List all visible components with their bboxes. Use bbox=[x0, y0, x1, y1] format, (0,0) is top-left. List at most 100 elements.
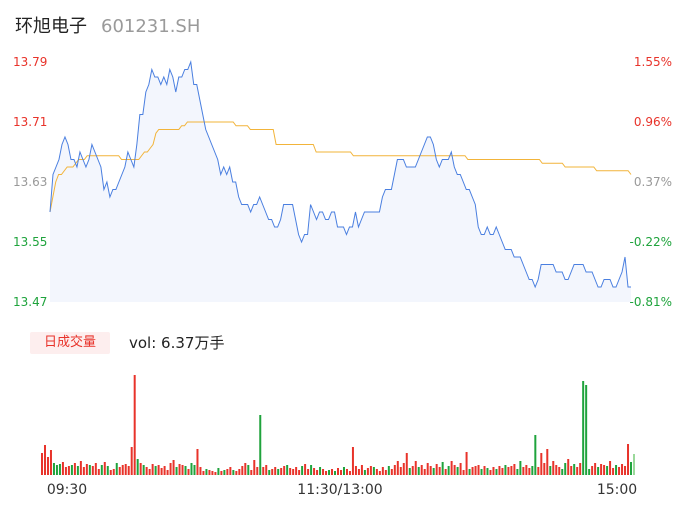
volume-bar bbox=[621, 464, 624, 475]
y-left-tick-label: 13.47 bbox=[13, 295, 47, 309]
volume-bar bbox=[588, 469, 591, 475]
price-line bbox=[49, 60, 631, 289]
volume-bar bbox=[82, 467, 85, 475]
volume-bar bbox=[160, 468, 163, 475]
volume-bar bbox=[570, 466, 573, 475]
volume-bar bbox=[633, 454, 635, 475]
price-area-fill bbox=[50, 62, 631, 302]
volume-bar bbox=[435, 464, 438, 475]
volume-bar bbox=[600, 464, 603, 475]
volume-bar bbox=[295, 467, 298, 475]
volume-bar bbox=[283, 466, 286, 475]
volume-bar bbox=[567, 459, 570, 475]
volume-bar bbox=[289, 468, 292, 475]
volume-bar bbox=[106, 466, 109, 475]
volume-bar bbox=[262, 467, 265, 475]
volume-bar bbox=[118, 467, 121, 475]
y-axis-right: 1.55% 0.96% 0.37% -0.22% -0.81% bbox=[630, 55, 672, 309]
volume-bar bbox=[558, 467, 561, 475]
volume-bar bbox=[483, 466, 486, 475]
volume-bar bbox=[58, 464, 61, 475]
volume-bar bbox=[94, 463, 97, 475]
volume-bar bbox=[387, 466, 390, 475]
volume-bar bbox=[235, 471, 238, 475]
volume-bar bbox=[378, 471, 381, 475]
volume-bar bbox=[49, 450, 52, 475]
volume-bar bbox=[88, 465, 91, 475]
volume-bar bbox=[522, 467, 525, 475]
volume-bar bbox=[597, 467, 600, 475]
volume-bar bbox=[175, 467, 178, 475]
volume-bar bbox=[495, 469, 498, 475]
x-axis: 09:30 11:30/13:00 15:00 bbox=[47, 482, 637, 498]
volume-bar bbox=[292, 469, 295, 475]
volume-bar bbox=[525, 465, 528, 475]
volume-bar bbox=[363, 470, 366, 475]
volume-bar bbox=[73, 463, 76, 475]
volume-bar bbox=[307, 469, 310, 475]
volume-bar bbox=[196, 449, 199, 475]
volume-bar bbox=[399, 467, 402, 475]
volume-bar bbox=[393, 465, 396, 475]
volume-bar bbox=[546, 449, 549, 475]
volume-bar bbox=[444, 469, 447, 475]
volume-bar bbox=[61, 462, 64, 475]
volume-bar bbox=[576, 467, 579, 475]
volume-bar bbox=[79, 461, 82, 475]
y-left-tick-label: 13.71 bbox=[13, 115, 47, 129]
volume-bar bbox=[127, 466, 130, 475]
volume-bar bbox=[130, 447, 133, 475]
volume-bar bbox=[552, 461, 555, 475]
volume-bar bbox=[594, 463, 597, 475]
volume-bar bbox=[184, 466, 187, 475]
volume-bar bbox=[247, 465, 250, 475]
volume-bar bbox=[369, 466, 372, 475]
volume-bar bbox=[202, 471, 205, 475]
volume-bar bbox=[357, 469, 360, 475]
stock-name: 环旭电子 bbox=[15, 16, 87, 37]
y-right-tick-label: 0.96% bbox=[634, 115, 672, 129]
volume-bar bbox=[193, 465, 196, 475]
volume-bar bbox=[139, 463, 142, 475]
volume-bar bbox=[609, 461, 612, 475]
x-tick-label: 15:00 bbox=[597, 482, 637, 498]
volume-bar bbox=[351, 447, 354, 475]
volume-bar bbox=[537, 467, 540, 475]
volume-bar bbox=[453, 465, 456, 475]
volume-badge[interactable]: 日成交量 bbox=[30, 332, 110, 354]
volume-bar bbox=[304, 464, 307, 475]
volume-bar bbox=[462, 470, 465, 475]
volume-bar bbox=[489, 470, 492, 475]
volume-bar bbox=[438, 467, 441, 475]
volume-bar bbox=[256, 467, 259, 475]
volume-bar bbox=[124, 464, 127, 475]
volume-bar bbox=[510, 466, 513, 475]
volume-bar bbox=[41, 453, 43, 475]
volume-bar bbox=[64, 467, 67, 475]
volume-bar bbox=[603, 465, 606, 475]
volume-bar bbox=[310, 465, 313, 475]
volume-bar bbox=[534, 435, 537, 475]
volume-bar bbox=[390, 469, 393, 475]
y-left-tick-label: 13.79 bbox=[13, 55, 47, 69]
volume-bar bbox=[492, 467, 495, 475]
volume-bar bbox=[345, 469, 348, 475]
volume-bar bbox=[46, 457, 49, 475]
volume-bar bbox=[480, 469, 483, 475]
volume-bar bbox=[624, 466, 627, 475]
volume-bar bbox=[145, 467, 148, 475]
volume-bar bbox=[85, 464, 88, 475]
volume-bar bbox=[148, 469, 151, 475]
volume-bar bbox=[103, 462, 106, 475]
volume-bar bbox=[531, 466, 534, 475]
volume-bar bbox=[253, 460, 256, 475]
volume-bar bbox=[426, 463, 429, 475]
volume-bar bbox=[205, 469, 208, 475]
volume-bar bbox=[615, 465, 618, 475]
volume-bar bbox=[190, 463, 193, 475]
volume-bar bbox=[498, 466, 501, 475]
volume-bar bbox=[549, 466, 552, 475]
volume-bar bbox=[504, 465, 507, 475]
avg-price-line bbox=[49, 121, 632, 213]
volume-bar bbox=[286, 465, 289, 475]
